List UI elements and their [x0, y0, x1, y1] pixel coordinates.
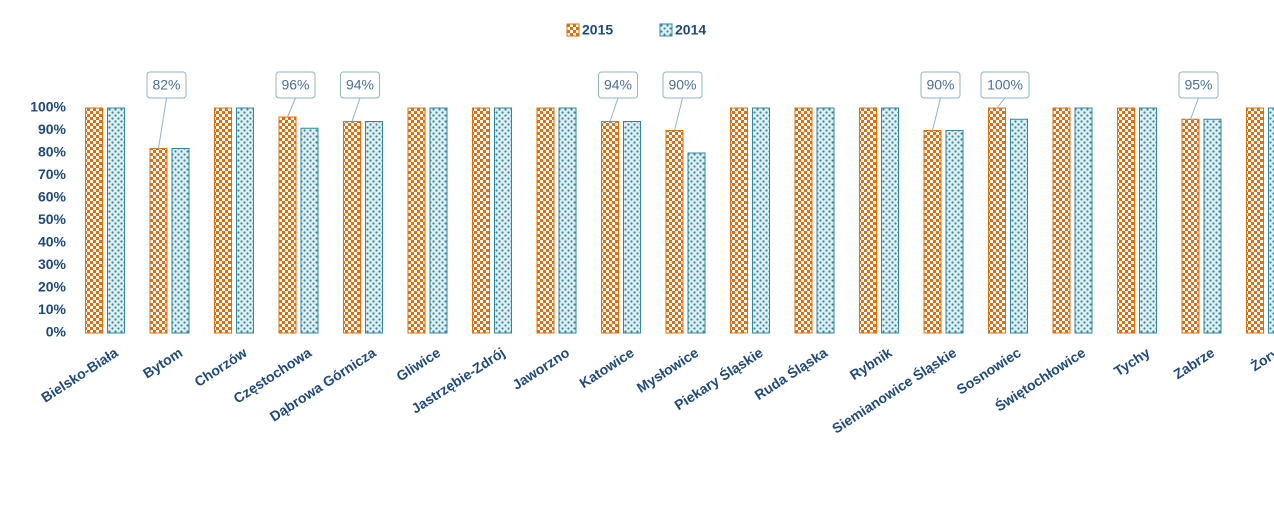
- bar: [1074, 107, 1093, 334]
- legend-swatch: [566, 23, 580, 37]
- data-label: 95%: [1184, 77, 1212, 93]
- data-label-box: [920, 71, 961, 99]
- bar: [365, 121, 383, 334]
- data-label: 82%: [152, 77, 180, 93]
- bar: [1139, 107, 1157, 334]
- data-label: 94%: [604, 77, 632, 93]
- bar: [752, 107, 770, 334]
- bar: [1010, 118, 1028, 334]
- bar: [236, 107, 254, 334]
- data-label-box: [275, 71, 316, 99]
- data-label-box: [340, 71, 380, 99]
- data-label: 100%: [987, 77, 1023, 93]
- x-tick-label: Gliwice: [393, 344, 443, 384]
- bar: [149, 148, 168, 334]
- legend-swatch: [659, 23, 673, 37]
- bar: [665, 130, 684, 334]
- bar: [816, 107, 835, 334]
- bar: [601, 121, 619, 334]
- y-tick-label: 50%: [38, 211, 67, 227]
- bar: [300, 127, 319, 334]
- data-label-box: [662, 71, 703, 99]
- x-tick-label: Rybnik: [847, 344, 895, 383]
- x-tick-label: Jaworzno: [509, 344, 572, 393]
- leader-line: [674, 97, 683, 131]
- bar: [429, 107, 448, 334]
- y-tick-label: 70%: [38, 166, 67, 182]
- bar: [343, 121, 361, 334]
- bar: [472, 107, 490, 334]
- y-tick-label: 90%: [38, 121, 67, 137]
- bar: [1268, 107, 1274, 334]
- bar: [730, 107, 748, 334]
- x-tick-label: Ruda Śląska: [751, 343, 830, 403]
- x-tick-label: Katowice: [576, 344, 636, 391]
- bar: [794, 107, 813, 334]
- data-label: 90%: [926, 77, 954, 93]
- leader-line: [932, 97, 941, 131]
- bar: [1246, 107, 1264, 334]
- leader-line: [996, 97, 1006, 109]
- y-tick-label: 40%: [38, 234, 67, 250]
- x-tick-label: Bytom: [140, 344, 185, 381]
- leader-line: [158, 97, 167, 149]
- bar: [171, 148, 190, 334]
- data-label: 96%: [281, 77, 309, 93]
- leader-line: [1190, 97, 1199, 120]
- data-label-box: [1178, 71, 1219, 99]
- y-tick-label: 10%: [38, 301, 67, 317]
- bar: [1117, 107, 1135, 334]
- bar: [1181, 118, 1200, 334]
- data-label-box: [980, 71, 1030, 99]
- data-label: 94%: [346, 77, 374, 93]
- bar: [107, 107, 125, 334]
- bar: [214, 107, 232, 334]
- data-label: 90%: [668, 77, 696, 93]
- bar: [859, 107, 877, 334]
- bar: [988, 107, 1006, 334]
- bar: [85, 107, 103, 334]
- bar: [494, 107, 512, 334]
- data-label-box: [146, 71, 187, 99]
- leader-line: [287, 97, 296, 118]
- bar: [558, 107, 577, 334]
- y-tick-label: 100%: [30, 99, 66, 115]
- data-label-box: [598, 71, 638, 99]
- y-tick-label: 0%: [46, 324, 67, 340]
- bar: [1203, 118, 1222, 334]
- bar: [923, 130, 942, 334]
- bar: [536, 107, 555, 334]
- bar: [881, 107, 899, 334]
- x-tick-label: Chorzów: [191, 344, 249, 390]
- y-tick-label: 80%: [38, 144, 67, 160]
- y-tick-label: 30%: [38, 256, 67, 272]
- bar: [687, 152, 706, 334]
- legend-label: 2014: [675, 22, 706, 38]
- bar: [945, 130, 964, 334]
- x-tick-label: Dąbrowa Górnicza: [267, 344, 379, 424]
- leader-line: [351, 97, 361, 122]
- bar: [407, 107, 426, 334]
- x-tick-label: Bielsko-Biała: [38, 344, 121, 405]
- bar: [1052, 107, 1071, 334]
- x-tick-label: Zabrze: [1171, 344, 1218, 382]
- legend-label: 2015: [582, 22, 613, 38]
- y-tick-label: 20%: [38, 279, 67, 295]
- leader-line: [609, 97, 619, 122]
- x-tick-label: Żory: [1247, 344, 1274, 374]
- x-tick-label: Tychy: [1111, 344, 1153, 379]
- y-tick-label: 60%: [38, 189, 67, 205]
- bar: [278, 116, 297, 334]
- bar: [623, 121, 641, 334]
